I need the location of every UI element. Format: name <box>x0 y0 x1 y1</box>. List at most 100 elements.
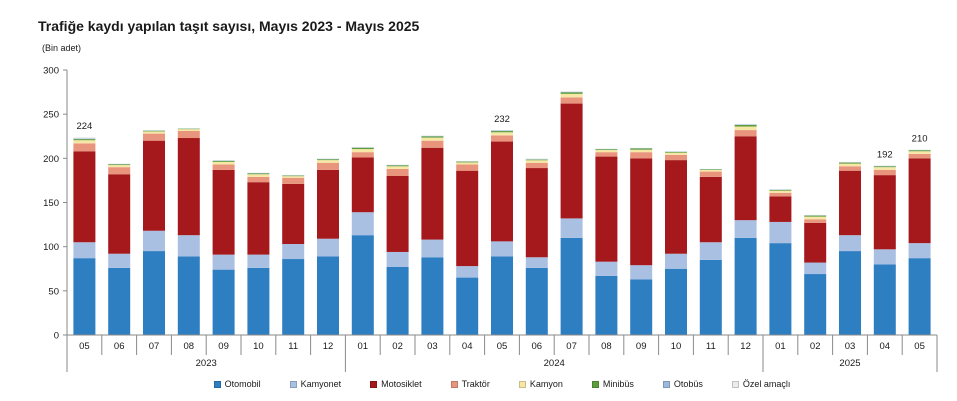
bar-kamyonet-20 <box>769 221 792 244</box>
bar-kamyon-13 <box>525 160 548 163</box>
legend-swatch <box>662 381 670 388</box>
bar-ozel-amacli-19 <box>734 123 757 125</box>
legend-label: Traktör <box>461 379 490 389</box>
x-tick-label: 03 <box>845 341 856 352</box>
legend-label: Kamyon <box>529 379 563 389</box>
bar-minibus-20 <box>769 189 792 191</box>
bar-traktor-2 <box>143 133 165 141</box>
bar-minibus-24 <box>908 150 931 152</box>
bar-kamyonet-0 <box>73 242 96 259</box>
bar-minibus-13 <box>525 159 548 161</box>
x-group-label: 2024 <box>544 358 565 369</box>
bar-motosiklet-15 <box>595 156 618 262</box>
data-label: 192 <box>877 149 893 160</box>
legend-swatch <box>289 381 297 388</box>
bar-kamyon-17 <box>665 152 687 155</box>
bar-ozel-amacli-0 <box>73 137 96 139</box>
bar-stack <box>351 146 374 335</box>
y-tick-label: 150 <box>43 198 59 209</box>
bar-kamyon-16 <box>630 149 653 153</box>
chart-title: Trafiğe kaydı yapılan taşıt sayısı, Mayı… <box>38 18 420 34</box>
bar-traktor-0 <box>73 143 96 152</box>
bar-stack <box>491 130 513 335</box>
data-label: 224 <box>76 121 92 132</box>
bar-motosiklet-22 <box>839 170 861 236</box>
x-tick-label: 05 <box>497 341 508 352</box>
legend-item-traktor: Traktör <box>450 379 490 390</box>
bar-stack <box>143 130 165 335</box>
bar-kamyonet-18 <box>699 242 722 260</box>
bar-kamyonet-21 <box>804 262 827 275</box>
bar-otomobil-23 <box>873 264 896 335</box>
bar-motosiklet-9 <box>386 176 409 252</box>
bar-minibus-15 <box>595 149 618 151</box>
bar-motosiklet-13 <box>525 168 548 258</box>
bar-minibus-6 <box>282 175 305 177</box>
x-tick-label: 11 <box>288 341 298 352</box>
legend-item-otobus: Otobüs <box>662 379 703 390</box>
bar-minibus-9 <box>386 165 409 167</box>
bar-kamyon-3 <box>177 129 200 131</box>
bar-motosiklet-20 <box>769 196 792 222</box>
x-tick-label: 08 <box>601 341 612 352</box>
y-tick-label: 250 <box>43 110 59 121</box>
bar-otomobil-16 <box>630 279 653 335</box>
bar-motosiklet-21 <box>804 222 827 263</box>
bar-otomobil-3 <box>177 256 200 335</box>
x-tick-label: 09 <box>218 341 229 352</box>
bar-otomobil-6 <box>282 259 305 335</box>
bar-stack <box>386 164 409 335</box>
bar-kamyonet-13 <box>525 257 548 268</box>
y-axis-unit-label: (Bin adet) <box>42 43 81 53</box>
bar-kamyon-24 <box>908 151 931 154</box>
bar-minibus-0 <box>73 139 96 141</box>
x-tick-label: 02 <box>810 341 821 352</box>
bar-otomobil-7 <box>317 256 339 335</box>
bar-stack <box>73 137 96 335</box>
bar-otomobil-11 <box>456 277 479 335</box>
bar-minibus-1 <box>108 164 131 166</box>
bar-stack <box>630 147 653 335</box>
bar-stack <box>804 214 827 335</box>
bar-traktor-18 <box>699 171 722 177</box>
bar-motosiklet-12 <box>491 141 513 242</box>
legend-label: Kamyonet <box>300 379 342 389</box>
x-tick-label: 06 <box>532 341 543 352</box>
bar-motosiklet-24 <box>908 158 931 244</box>
bar-motosiklet-4 <box>212 169 235 255</box>
bar-otomobil-22 <box>839 251 861 335</box>
bar-traktor-17 <box>665 154 687 161</box>
data-label: 232 <box>494 114 510 125</box>
bar-motosiklet-1 <box>108 174 131 254</box>
x-tick-label: 07 <box>149 341 160 352</box>
bar-kamyonet-5 <box>247 254 270 268</box>
bar-otomobil-8 <box>351 235 374 335</box>
bar-traktor-5 <box>247 176 270 183</box>
bar-traktor-20 <box>769 192 792 197</box>
bar-kamyon-20 <box>769 190 792 193</box>
x-tick-label: 02 <box>392 341 403 352</box>
bar-stack <box>247 172 270 335</box>
data-label: 210 <box>912 134 928 145</box>
bar-motosiklet-17 <box>665 160 687 254</box>
bar-kamyon-5 <box>247 174 270 177</box>
bar-kamyonet-7 <box>317 238 339 257</box>
bar-otomobil-9 <box>386 266 409 335</box>
bar-otomobil-19 <box>734 237 757 335</box>
bar-kamyon-8 <box>351 149 374 153</box>
bar-kamyon-12 <box>491 132 513 136</box>
x-tick-label: 06 <box>114 341 125 352</box>
bar-kamyon-15 <box>595 150 618 153</box>
legend-swatch <box>450 381 458 388</box>
x-tick-label: 03 <box>427 341 438 352</box>
bar-motosiklet-5 <box>247 182 270 255</box>
bar-motosiklet-18 <box>699 176 722 243</box>
x-group-label: 2025 <box>839 358 860 369</box>
bar-minibus-11 <box>456 161 479 163</box>
y-tick-label: 0 <box>54 331 59 342</box>
y-tick-label: 200 <box>43 154 59 165</box>
bar-kamyon-19 <box>734 126 757 131</box>
x-tick-label: 10 <box>671 341 682 352</box>
bar-traktor-24 <box>908 153 931 159</box>
